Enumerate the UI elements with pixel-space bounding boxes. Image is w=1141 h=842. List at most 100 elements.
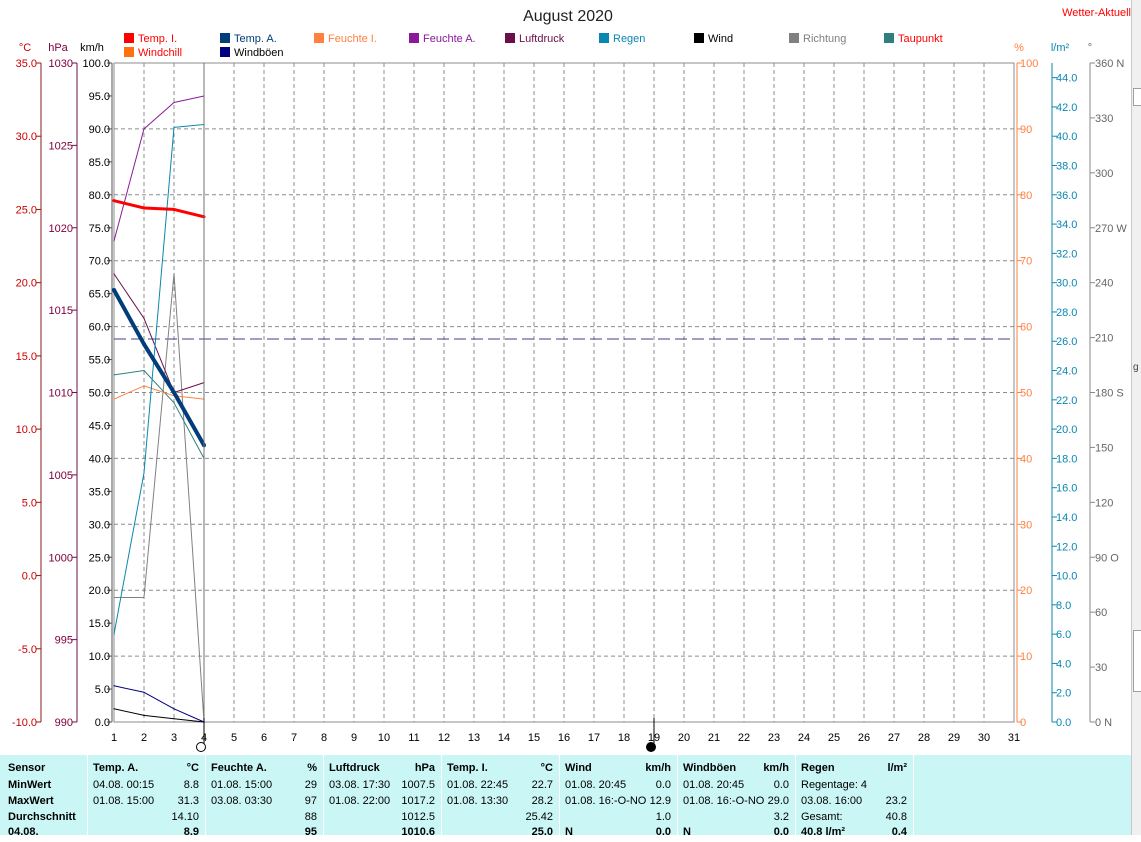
stats-value-time: Regentage: 4: [801, 779, 868, 791]
stats-section-header: Feuchte A.%: [211, 762, 319, 778]
stats-row-label: 04.08.: [8, 826, 39, 838]
temp-tick-label: -10.0: [12, 717, 37, 729]
moon-phases: [196, 718, 656, 752]
stats-value-row: 01.08. 20:45 0.0: [565, 779, 673, 795]
pressure-tick-label: 1025: [49, 140, 73, 152]
humidity-tick-label: 60: [1020, 322, 1032, 334]
x-tick-label: 24: [798, 732, 810, 744]
x-tick-label: 16: [558, 732, 570, 744]
rain-tick-label: 0.0: [1056, 717, 1071, 729]
wind-tick-label: 5.0: [95, 684, 110, 696]
chart-title: August 2020: [523, 8, 613, 25]
stats-value-row: 01.08. 22:45 22.7: [447, 779, 555, 795]
stats-value-number: 0.0: [655, 779, 671, 791]
axis-unit-labels: °C hPa km/h % l/m² °: [19, 42, 1092, 54]
wind-tick-label: 90.0: [89, 124, 110, 136]
direction-tick-label: 270 W: [1095, 223, 1127, 235]
stats-header-title: Regen: [801, 762, 835, 774]
stats-value-row: Gesamt: 40.8: [801, 811, 909, 827]
stats-value-row: 04.08. 00:15 8.8: [93, 779, 201, 795]
stats-value-row: 40.8 l/m² 0.4: [801, 826, 909, 842]
stats-value-number: 8.9: [183, 826, 199, 838]
brand-label: Wetter-Aktuell: [1062, 7, 1131, 19]
rain-tick-label: 38.0: [1056, 161, 1077, 173]
temp-tick-label: 25.0: [16, 204, 37, 216]
x-tick-label: 27: [888, 732, 900, 744]
pressure-tick-label: 995: [55, 635, 73, 647]
wind-tick-label: 50.0: [89, 388, 110, 400]
weather-chart: August 2020 Wetter-Aktuell Temp. I. Temp.…: [12, 7, 1131, 752]
humidity-tick-label: 40: [1020, 453, 1032, 465]
stats-section: Regen l/m² Regentage: 4 03.08. 16:00 23.2 Ges…: [801, 755, 909, 838]
x-tick-label: 9: [351, 732, 357, 744]
stats-value-time: 03.08. 17:30: [329, 779, 391, 791]
humidity-tick-label: 90: [1020, 124, 1032, 136]
x-tick-label: 20: [678, 732, 690, 744]
series-line: [114, 273, 205, 723]
statistics-panel: Sensor MinWert MaxWert Durchschnitt 04.08. T…: [0, 755, 1131, 838]
legend-label: Luftdruck: [519, 33, 565, 45]
rain-tick-label: 6.0: [1056, 629, 1071, 641]
x-tick-label: 7: [291, 732, 297, 744]
series-line: [113, 199, 205, 219]
window-scroll-thumb[interactable]: [1133, 630, 1141, 692]
legend-swatch: [220, 33, 230, 43]
stats-value-number: 3.2: [773, 811, 789, 823]
pressure-tick-label: 1000: [49, 552, 73, 564]
new-moon-icon: [196, 742, 206, 752]
x-tick-label: 26: [858, 732, 870, 744]
direction-tick-label: 60: [1095, 607, 1107, 619]
stats-value-row: 01.08. 22:00 1017.2: [329, 795, 437, 811]
rain-tick-label: 18.0: [1056, 453, 1077, 465]
legend-swatch: [409, 33, 419, 43]
temp-tick-label: 35.0: [16, 58, 37, 70]
series-line: [113, 95, 205, 242]
direction-tick-label: 0 N: [1095, 717, 1112, 729]
wind-tick-label: 15.0: [89, 618, 110, 630]
stats-value-time: 01.08. 13:30: [447, 795, 509, 807]
stats-separator: [205, 755, 206, 835]
stats-value-number: 1007.5: [401, 779, 435, 791]
legend-label: Richtung: [803, 33, 846, 45]
stats-section-header: Regen l/m²: [801, 762, 909, 778]
series-point: [143, 128, 145, 130]
wind-tick-label: 85.0: [89, 157, 110, 169]
stats-value-time: 01.08. 22:45: [447, 779, 509, 791]
wind-tick-label: 0.0: [95, 717, 110, 729]
temp-tick-label: 30.0: [16, 131, 37, 143]
stats-value-number: 25.0: [531, 826, 553, 838]
direction-tick-label: 150: [1095, 442, 1113, 454]
stats-separator: [87, 755, 88, 835]
x-tick-label: 18: [618, 732, 630, 744]
stats-value-number: 0.0: [655, 826, 671, 838]
stats-value-number: 1.0: [655, 811, 671, 823]
humidity-tick-label: 80: [1020, 190, 1032, 202]
pressure-tick-label: 990: [55, 717, 73, 729]
wind-tick-label: 40.0: [89, 453, 110, 465]
legend-swatch: [505, 33, 515, 43]
stats-value-row: 03.08. 16:00 23.2: [801, 795, 909, 811]
stats-value-row: 01.08. 13:30 28.2: [447, 795, 555, 811]
series-point: [143, 369, 145, 372]
window-scroll-button[interactable]: [1133, 88, 1141, 106]
stats-value-row: N 0.0: [683, 826, 791, 842]
stats-value-number: 1017.2: [401, 795, 435, 807]
stats-value-number: 1012.5: [401, 811, 435, 823]
temp-tick-label: 20.0: [16, 278, 37, 290]
wind-tick-label: 25.0: [89, 552, 110, 564]
x-tick-label: 30: [978, 732, 990, 744]
wind-tick-label: 70.0: [89, 256, 110, 268]
series-point: [113, 596, 115, 599]
x-tick-label: 8: [321, 732, 327, 744]
stats-value-row: 1010.6: [329, 826, 437, 842]
direction-tick-label: 240: [1095, 278, 1113, 290]
stats-section-header: Wind km/h: [565, 762, 673, 778]
rain-tick-label: 2.0: [1056, 688, 1071, 700]
rain-tick-label: 36.0: [1056, 190, 1077, 202]
series-point: [172, 390, 176, 395]
stats-value-time: 01.08. 15:00: [211, 779, 273, 791]
stats-value-row: 1012.5: [329, 811, 437, 827]
x-tick-label: 15: [528, 732, 540, 744]
wind-axis-unit: km/h: [80, 42, 104, 54]
direction-tick-label: 330: [1095, 113, 1113, 125]
